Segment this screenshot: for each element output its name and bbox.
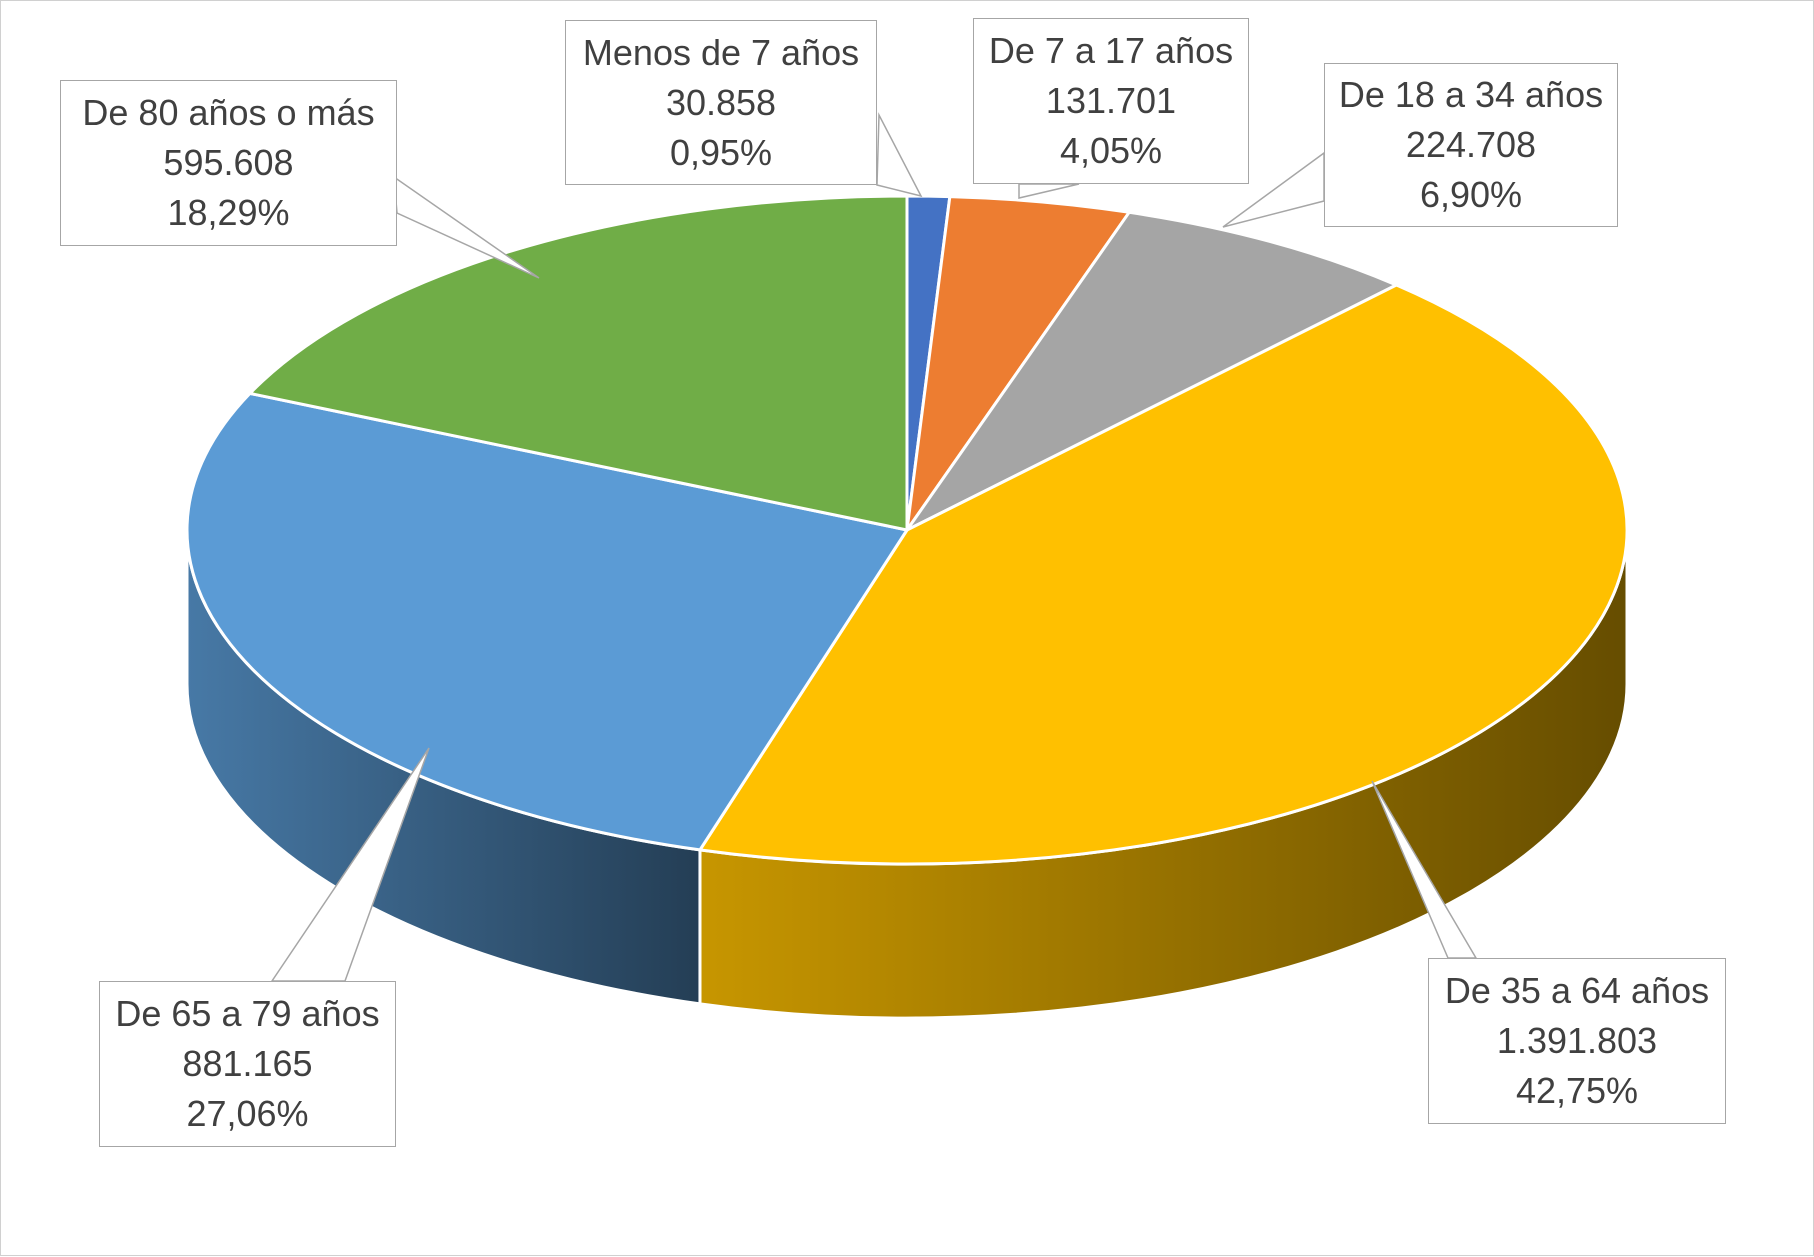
data-label-value: 881.165 [182,1043,313,1084]
data-label-percent: 42,75% [1515,1070,1639,1111]
data-label-menos-de-7: Menos de 7 años 30.858 0,95% [565,20,877,185]
data-label-value: 595.608 [163,142,294,183]
data-label-value: 1.391.803 [1496,1020,1658,1061]
pie-slice-de-35-a-64-anos [698,283,1629,866]
data-label-category: De 18 a 34 años [1338,74,1604,115]
data-label-percent: 4,05% [1059,130,1163,171]
pie-slice-de-18-a-34-anos [905,210,1398,532]
data-label-percent: 6,90% [1419,174,1523,215]
data-label-value: 131.701 [1045,80,1177,121]
data-label-value: 30.858 [665,81,777,123]
data-label-de-65-a-79: De 65 a 79 años 881.165 27,06% [99,981,396,1147]
data-label-category: De 35 a 64 años [1444,970,1710,1011]
data-label-de-7-a-17: De 7 a 17 años 131.701 4,05% [973,18,1249,184]
leader-line-de-80-anos-o-mas [393,175,540,279]
data-label-percent: 18,29% [167,192,290,233]
data-label-value: 224.708 [1405,124,1537,165]
data-label-category: De 65 a 79 años [115,993,380,1034]
data-label-de-35-a-64: De 35 a 64 años 1.391.803 42,75% [1428,958,1726,1124]
data-label-percent: 27,06% [186,1093,309,1134]
data-label-percent: 0,95% [669,131,773,173]
data-label-de-80-o-mas: De 80 años o más 595.608 18,29% [60,80,397,246]
pie-slice-de-80-anos-o-mas [248,194,909,532]
pie-slice-de-65-a-79-anos [185,391,909,852]
data-label-category: De 7 a 17 años [988,30,1234,71]
leader-line-de-7-a-17-anos [1018,183,1080,199]
data-label-category: De 80 años o más [82,92,375,133]
data-label-de-18-a-34: De 18 a 34 años 224.708 6,90% [1324,63,1618,227]
pie-slice-de-7-a-17-anos [905,195,1131,532]
leader-line-menos-de-7-anos [876,112,923,198]
data-label-category: Menos de 7 años [582,31,860,73]
